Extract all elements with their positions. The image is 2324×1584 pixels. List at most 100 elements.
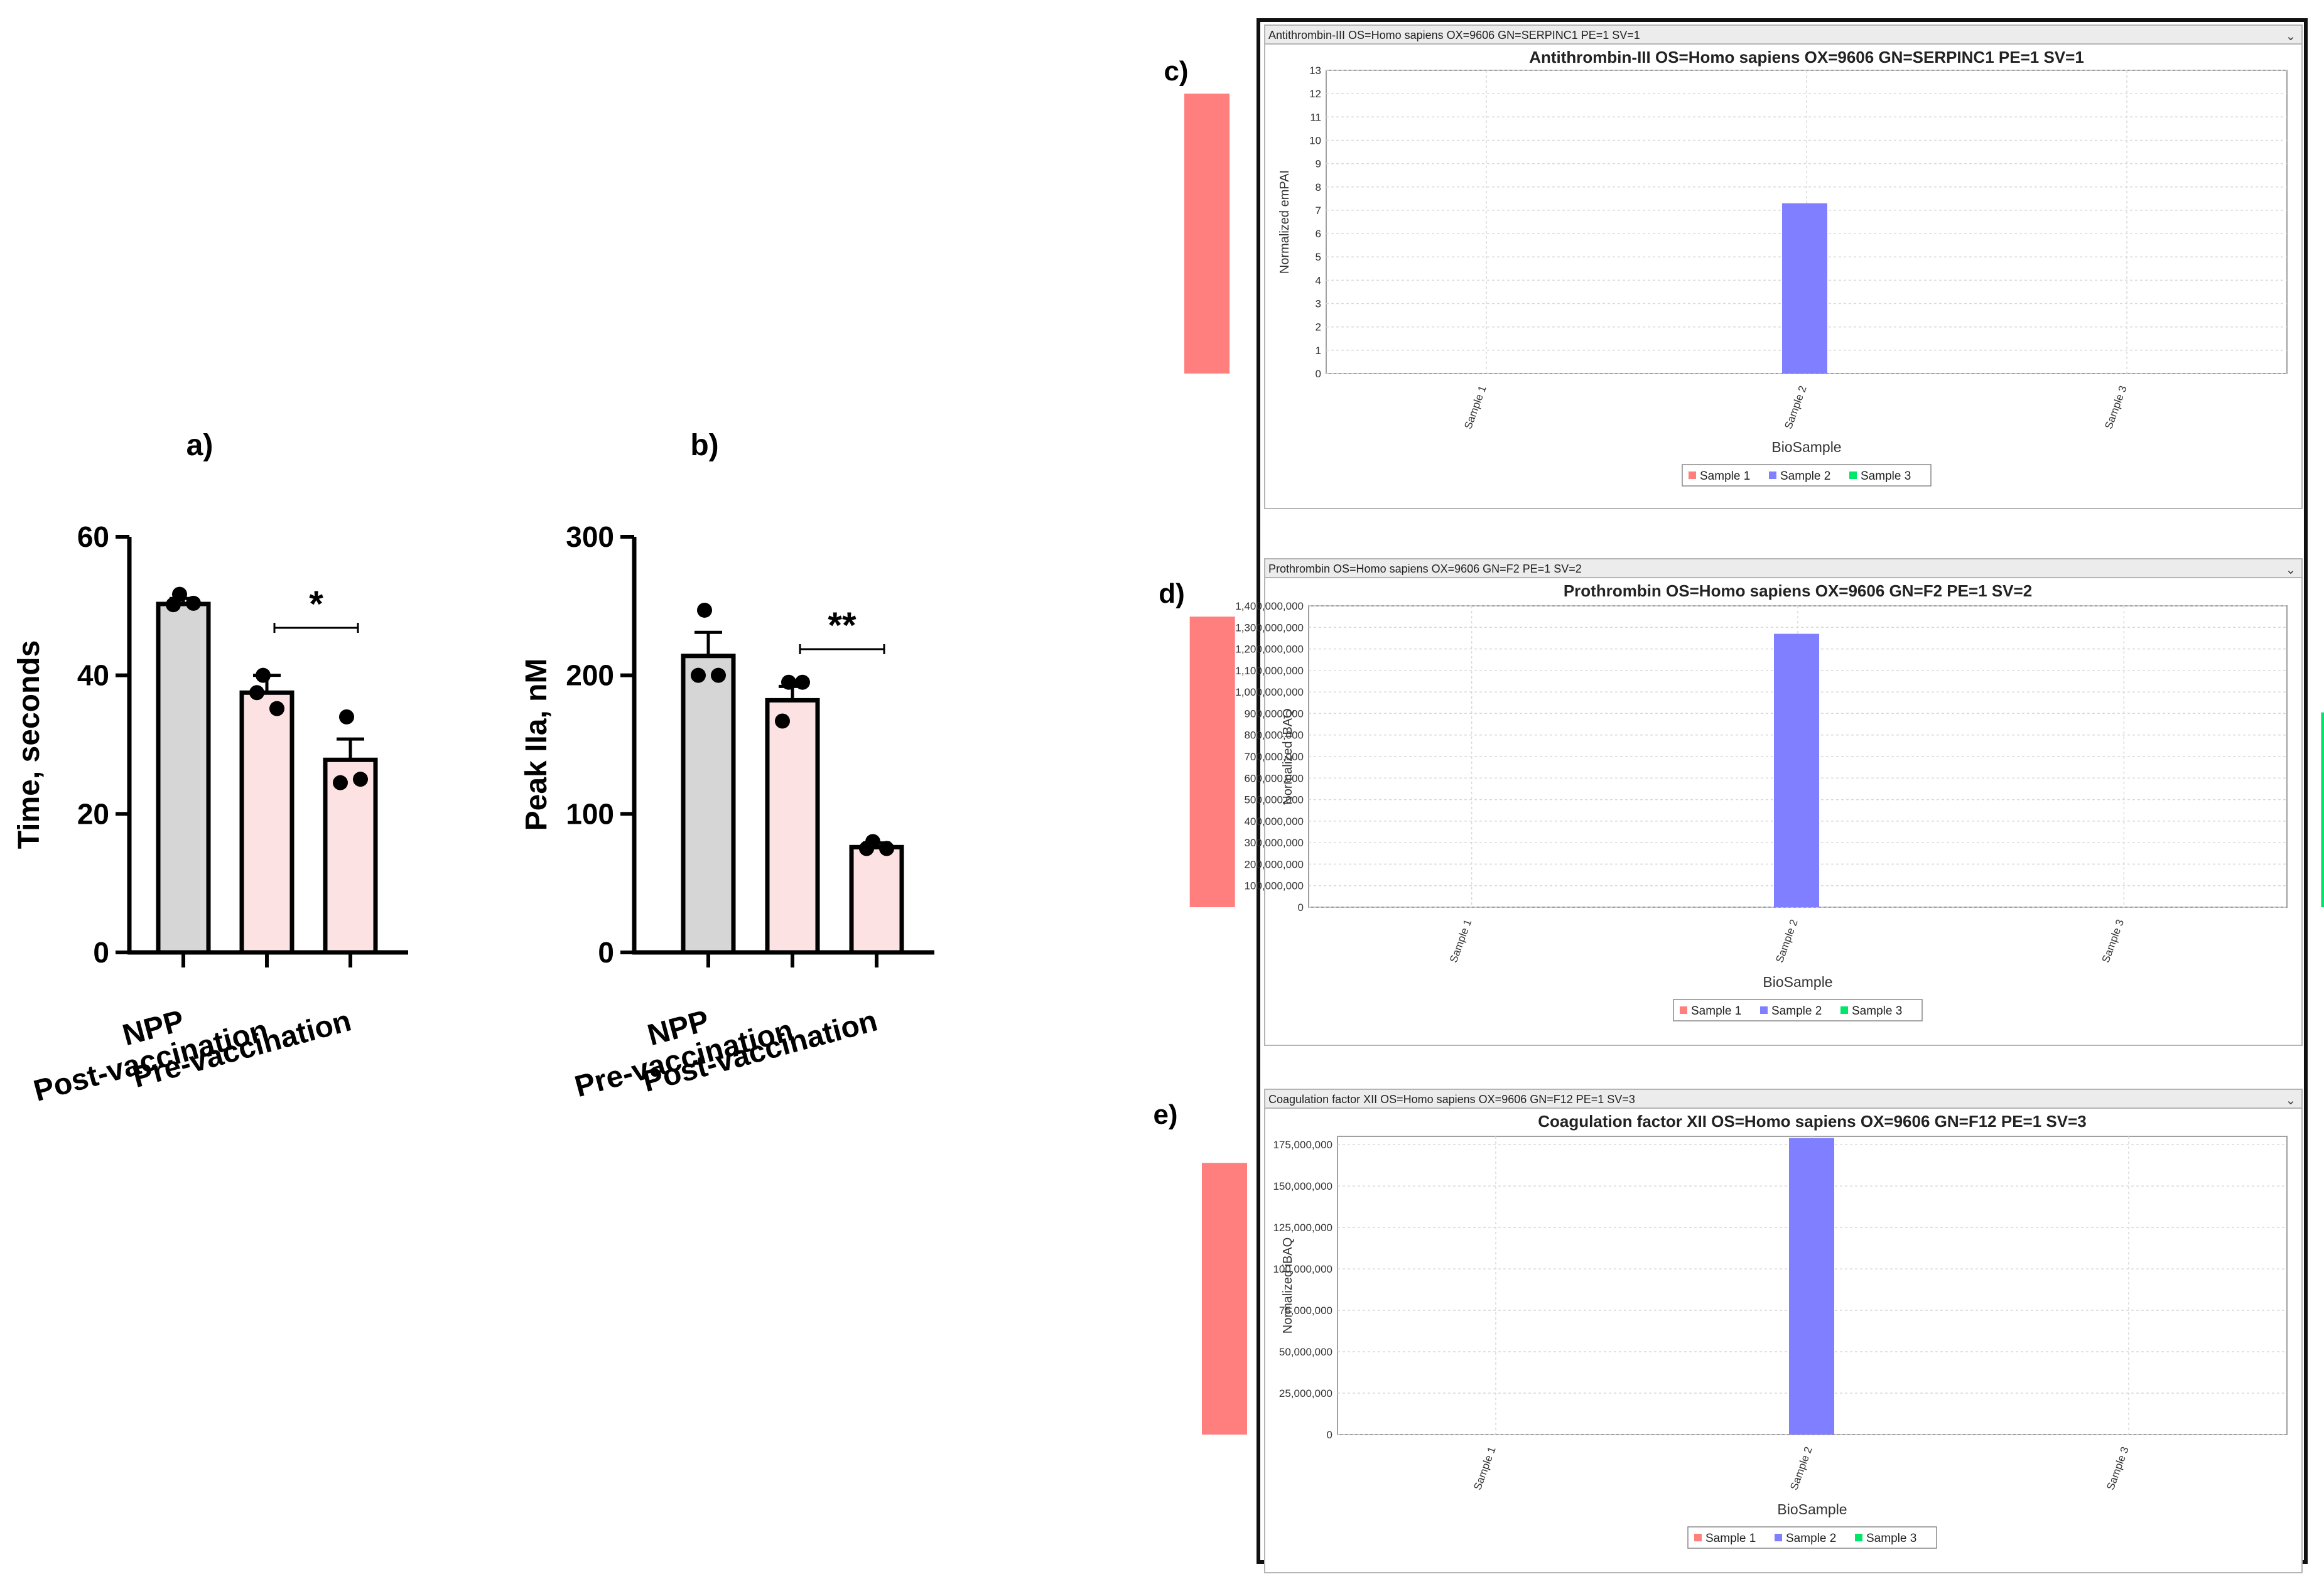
legend-label: Sample 1 bbox=[1700, 470, 1750, 483]
data-point bbox=[339, 709, 354, 725]
chart-c: Antithrombin-III OS=Homo sapiens OX=9606… bbox=[1184, 24, 2303, 509]
y-tick-label: 2 bbox=[1316, 321, 1321, 333]
bar-sample-1 bbox=[1202, 1163, 1247, 1435]
legend-swatch bbox=[1840, 1006, 1848, 1014]
legend-label: Sample 1 bbox=[1691, 1005, 1741, 1018]
legend-swatch bbox=[1855, 1534, 1862, 1541]
y-axis-label: Time, seconds bbox=[13, 640, 46, 849]
y-tick-label: 100,000,000 bbox=[1244, 880, 1304, 892]
y-tick-label: 700,000,000 bbox=[1244, 751, 1304, 763]
panel-label-d: d) bbox=[1159, 578, 1185, 609]
y-axis-label: Normalized iBAQ bbox=[1281, 1237, 1295, 1333]
data-point bbox=[775, 713, 790, 729]
legend-swatch bbox=[1849, 471, 1857, 479]
y-tick-label: 75,000,000 bbox=[1279, 1305, 1332, 1317]
bar-1 bbox=[156, 601, 211, 955]
y-tick-label: 175,000,000 bbox=[1273, 1139, 1332, 1151]
data-point bbox=[697, 602, 712, 618]
y-tick-label: 4 bbox=[1316, 274, 1321, 286]
bar-1 bbox=[681, 654, 736, 955]
y-tick-label: 400,000,000 bbox=[1244, 816, 1304, 827]
chart-title: Coagulation factor XII OS=Homo sapiens O… bbox=[1538, 1112, 2087, 1131]
y-tick-label: 6 bbox=[1316, 228, 1321, 240]
y-tick-label: 0 bbox=[93, 936, 109, 969]
y-tick-label: 1,000,000,000 bbox=[1235, 686, 1304, 698]
y-tick-label: 200 bbox=[566, 659, 614, 692]
y-tick-label: 200,000,000 bbox=[1244, 858, 1304, 870]
y-tick-label: 13 bbox=[1309, 65, 1321, 77]
y-tick-label: 300 bbox=[566, 520, 614, 553]
data-point bbox=[249, 685, 264, 701]
y-tick-label: 10 bbox=[1309, 134, 1321, 146]
bar-sample-2 bbox=[1789, 1138, 1834, 1435]
bar-sample-2 bbox=[1782, 203, 1827, 374]
bar-3 bbox=[323, 757, 378, 955]
y-tick-label: 600,000,000 bbox=[1244, 772, 1304, 784]
panel-label-b: b) bbox=[690, 429, 718, 462]
data-point bbox=[691, 667, 706, 683]
legend-label: Sample 2 bbox=[1786, 1532, 1836, 1545]
significance-label: ** bbox=[828, 605, 857, 646]
window-title: Antithrombin-III OS=Homo sapiens OX=9606… bbox=[1268, 29, 1640, 41]
y-tick-label: 3 bbox=[1316, 298, 1321, 310]
y-tick-label: 1,300,000,000 bbox=[1235, 622, 1304, 633]
legend-box bbox=[1687, 1526, 1937, 1549]
panel-label-e: e) bbox=[1153, 1099, 1177, 1130]
bar-3 bbox=[849, 844, 904, 955]
y-tick-label: 900,000,000 bbox=[1244, 708, 1304, 719]
y-tick-label: 50,000,000 bbox=[1279, 1346, 1332, 1358]
y-tick-label: 40 bbox=[77, 659, 109, 692]
window-title: Coagulation factor XII OS=Homo sapiens O… bbox=[1268, 1093, 1635, 1106]
data-point bbox=[711, 667, 726, 683]
legend-swatch bbox=[1769, 471, 1776, 479]
y-tick-label: 11 bbox=[1310, 111, 1321, 123]
legend-label: Sample 3 bbox=[1866, 1532, 1916, 1545]
y-tick-label: 60 bbox=[77, 520, 109, 553]
y-tick-label: 1,400,000,000 bbox=[1235, 600, 1304, 612]
bar-2 bbox=[239, 690, 295, 955]
chart-d: Prothrombin OS=Homo sapiens OX=9606 GN=F… bbox=[1189, 558, 2324, 1046]
chevron-down-icon: ⌄ bbox=[2286, 1094, 2296, 1107]
panel-label-c: c) bbox=[1164, 56, 1188, 87]
y-tick-label: 20 bbox=[77, 797, 109, 830]
chart-e: Coagulation factor XII OS=Homo sapiens O… bbox=[1202, 1089, 2303, 1573]
y-tick-label: 1,100,000,000 bbox=[1235, 665, 1304, 677]
legend-label: Sample 2 bbox=[1771, 1005, 1822, 1018]
chart-title: Antithrombin-III OS=Homo sapiens OX=9606… bbox=[1529, 48, 2084, 67]
y-tick-label: 0 bbox=[1316, 368, 1321, 380]
y-tick-label: 100,000,000 bbox=[1273, 1263, 1332, 1275]
y-axis-label: Peak IIa, nM bbox=[520, 659, 553, 831]
x-axis-label: BioSample bbox=[1763, 974, 1832, 990]
y-tick-label: 0 bbox=[1298, 902, 1304, 913]
data-point bbox=[879, 841, 894, 856]
legend-box bbox=[1673, 999, 1923, 1021]
y-axis-label: Normalized iBAQ bbox=[1281, 708, 1295, 804]
data-point bbox=[269, 701, 284, 716]
legend-label: Sample 3 bbox=[1861, 470, 1911, 483]
y-tick-label: 0 bbox=[1327, 1429, 1332, 1441]
legend-swatch bbox=[1775, 1534, 1782, 1541]
y-tick-label: 150,000,000 bbox=[1273, 1180, 1332, 1192]
data-point bbox=[353, 772, 368, 787]
y-tick-label: 1,200,000,000 bbox=[1235, 644, 1304, 655]
x-axis-label: BioSample bbox=[1771, 439, 1841, 455]
chart-title: Prothrombin OS=Homo sapiens OX=9606 GN=F… bbox=[1564, 581, 2032, 600]
y-tick-label: 125,000,000 bbox=[1273, 1222, 1332, 1234]
y-tick-label: 500,000,000 bbox=[1244, 794, 1304, 806]
panel-label-a: a) bbox=[186, 429, 213, 462]
y-tick-label: 0 bbox=[598, 936, 614, 969]
bar-sample-1 bbox=[1184, 94, 1230, 374]
chevron-down-icon: ⌄ bbox=[2286, 30, 2296, 43]
legend-label: Sample 1 bbox=[1705, 1532, 1756, 1545]
window-title-bar bbox=[1264, 24, 2303, 45]
y-axis-label: Normalized emPAI bbox=[1278, 170, 1292, 274]
legend-swatch bbox=[1680, 1006, 1687, 1014]
bar-sample-1 bbox=[1189, 617, 1235, 907]
chevron-down-icon: ⌄ bbox=[2286, 563, 2296, 577]
y-tick-label: 8 bbox=[1316, 181, 1321, 193]
legend-swatch bbox=[1689, 471, 1696, 479]
y-tick-label: 12 bbox=[1309, 88, 1321, 100]
